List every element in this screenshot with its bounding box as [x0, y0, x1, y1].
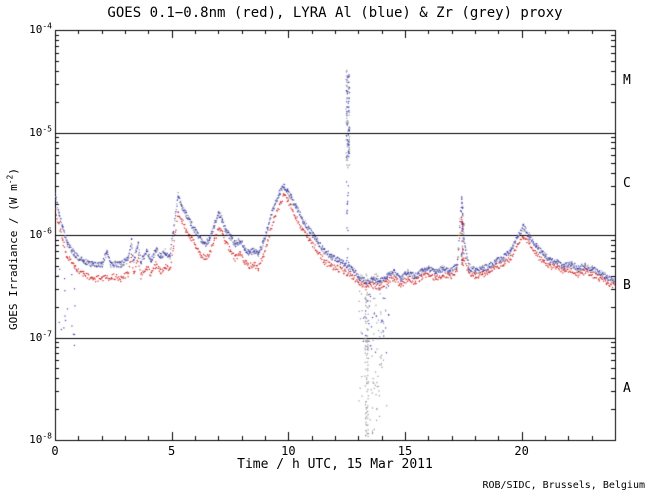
x-tick-label: 0 [51, 444, 59, 458]
y-tick-label: 10-4 [29, 21, 52, 36]
y-tick-label: 10-6 [29, 226, 52, 241]
flare-class-label-b: B [623, 278, 631, 294]
flare-class-label-m: M [623, 73, 631, 89]
y-tick-label: 10-8 [29, 431, 52, 446]
x-axis-label: Time / h UTC, 15 Mar 2011 [237, 457, 433, 472]
credit-text: ROB/SIDC, Brussels, Belgium [482, 480, 645, 491]
x-tick-label: 20 [514, 444, 529, 458]
y-axis-label: GOES Irradiance / (W m-2) [5, 168, 20, 330]
chart-title: GOES 0.1−0.8nm (red), LYRA Al (blue) & Z… [107, 5, 563, 21]
x-tick-label: 5 [168, 444, 176, 458]
flare-class-label-c: C [623, 175, 631, 191]
y-tick-label: 10-5 [29, 123, 52, 139]
flare-class-label-a: A [623, 380, 631, 396]
y-tick-label: 10-7 [29, 328, 52, 344]
x-tick-label: 15 [397, 444, 413, 458]
x-tick-label: 10 [281, 444, 296, 458]
